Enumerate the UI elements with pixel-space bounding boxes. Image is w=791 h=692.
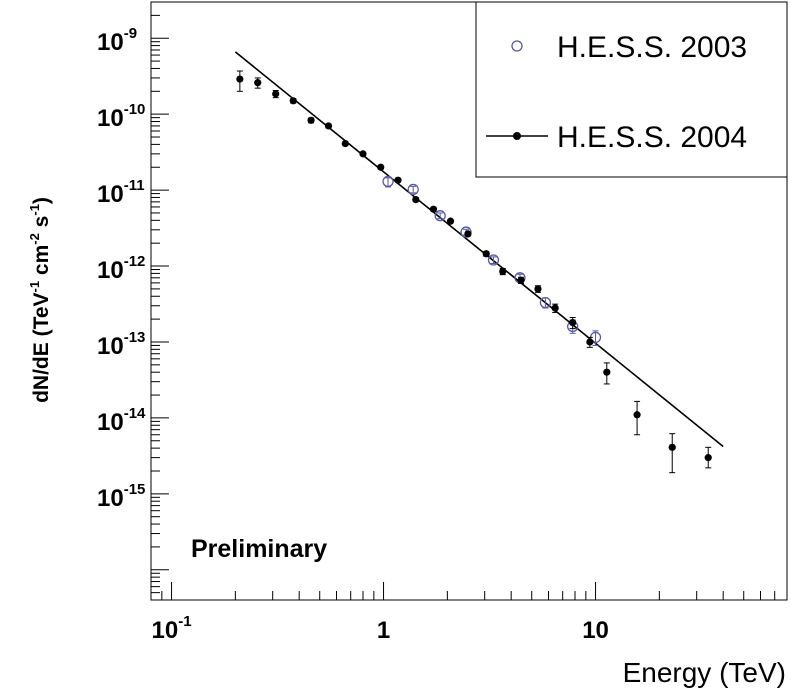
y-tick-label: 10-12 — [97, 253, 145, 284]
data-point-2003 — [407, 183, 419, 196]
preliminary-annotation: Preliminary — [191, 535, 327, 563]
data-point-2004 — [289, 97, 297, 105]
data-point-2004 — [429, 205, 438, 213]
data-point-2004 — [236, 75, 244, 83]
y-axis-title: dN/dE (TeV-1 cm-2 s-1) — [27, 197, 53, 403]
data-point-2004 — [341, 139, 349, 148]
x-tick-label: 1 — [377, 617, 390, 644]
data-point-2003 — [434, 210, 446, 222]
data-point-2004 — [534, 285, 542, 293]
data-point-2004 — [359, 150, 367, 158]
y-tick-label: 10-11 — [97, 177, 145, 208]
data-point-2004 — [446, 217, 455, 225]
data-point-2004 — [668, 443, 676, 451]
axis-ticks — [150, 14, 788, 601]
x-axis-title: Energy (TeV) — [623, 657, 786, 688]
data-point-2003 — [487, 254, 500, 266]
y-tick-label: 10-14 — [97, 405, 146, 436]
data-point-2004 — [324, 122, 333, 130]
data-point-2004 — [499, 267, 507, 275]
data-point-2004 — [394, 176, 402, 184]
legend-marker-2003 — [511, 40, 523, 52]
legend-label-2004: H.E.S.S. 2004 — [557, 121, 747, 154]
data-points — [236, 70, 712, 474]
data-point-2003 — [460, 226, 472, 238]
data-point-2004 — [569, 318, 577, 327]
data-point-2004 — [633, 411, 641, 419]
legend: H.E.S.S. 2003 H.E.S.S. 2004 — [475, 1, 788, 178]
data-point-2004 — [464, 230, 472, 238]
data-point-2003 — [539, 296, 552, 309]
power-law-fit — [234, 51, 724, 448]
x-tick-labels: 10-1 1 10 — [152, 613, 609, 644]
data-point-2004 — [551, 304, 559, 312]
y-tick-labels: 10-9 10-10 10-11 10-12 10-13 10-14 10-15 — [97, 25, 146, 512]
data-point-2003 — [382, 175, 394, 188]
data-point-2004 — [307, 116, 315, 124]
data-point-2004 — [586, 338, 594, 346]
fit-line — [234, 51, 724, 448]
legend-label-2003: H.E.S.S. 2003 — [557, 31, 747, 64]
series-2003 — [382, 175, 602, 346]
data-point-2004 — [517, 276, 525, 284]
legend-marker-2004 — [513, 132, 521, 140]
data-point-2004 — [482, 250, 490, 258]
y-tick-label: 10-13 — [97, 329, 145, 360]
series-2004 — [236, 70, 712, 474]
plot-frame — [150, 1, 788, 601]
data-point-2004 — [412, 195, 420, 204]
data-point-2004 — [603, 368, 611, 376]
data-point-2004 — [272, 90, 280, 98]
legend-box — [475, 1, 788, 178]
x-tick-label: 10 — [582, 617, 609, 644]
y-tick-label: 10-9 — [97, 25, 137, 56]
data-point-2004 — [704, 454, 712, 462]
data-point-2004 — [377, 163, 385, 171]
x-tick-label: 10-1 — [152, 613, 192, 644]
y-tick-label: 10-10 — [97, 101, 145, 132]
data-point-2004 — [254, 79, 262, 87]
y-tick-label: 10-15 — [97, 481, 145, 512]
